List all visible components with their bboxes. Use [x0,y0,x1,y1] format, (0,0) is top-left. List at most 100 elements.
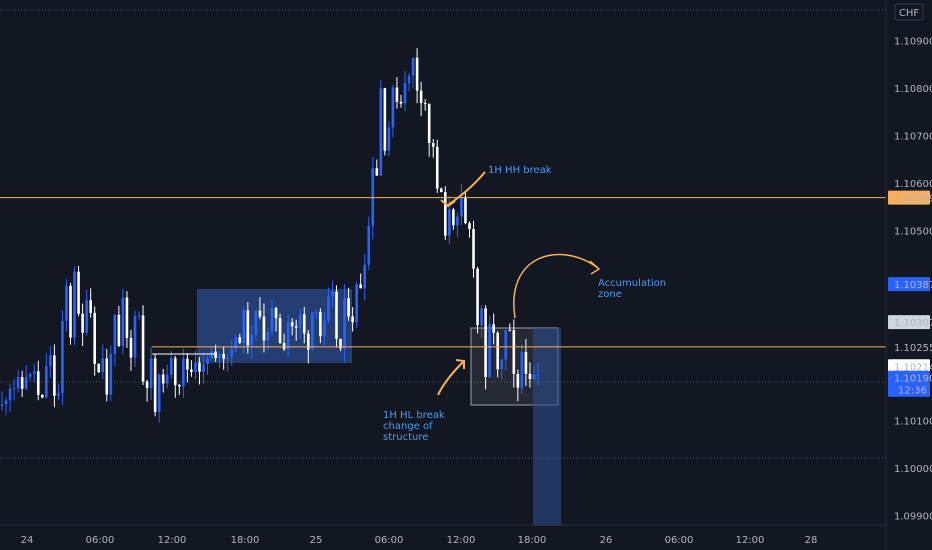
candle-body [399,101,403,104]
candle-body [516,374,520,388]
x-tick-label: 24 [21,535,34,546]
candle-body [16,377,20,388]
candle-body [169,358,173,375]
candle-body [129,337,133,358]
candle-body [528,373,532,379]
candle-body [492,324,495,333]
candle-body [444,192,447,236]
y-tick-label: 1.10500 [894,226,932,237]
candle-body [69,285,72,338]
candle-body [117,314,121,346]
candle-body [4,400,8,405]
price-tag [888,370,930,397]
candle-body [198,362,201,372]
hh-break-arrowhead [440,199,456,208]
price-tag-label: 1.10387 [894,280,932,291]
candle-body [36,371,40,395]
candle-body [274,308,278,319]
x-tick-label: 06:00 [375,535,404,546]
candle-body [532,374,536,379]
candle-body [32,371,36,374]
candle-body [101,358,105,373]
candle-body [520,352,524,388]
candle-body [347,298,350,317]
candle-body [315,311,318,313]
candle-body [311,312,314,350]
candle-body [415,57,419,91]
candle-body [331,291,334,297]
candle-body [363,264,367,289]
candle-body [435,146,439,189]
candle-body [302,314,306,334]
price-tag-label: 1.10255 [894,343,932,354]
price-tag-label: 1.10569 [894,194,932,205]
price-tag [888,190,930,205]
candle-body [419,90,423,103]
candle-body [270,308,274,333]
accumulation-arrow [513,253,599,319]
x-tick-label: 26 [600,535,613,546]
candle-body [77,271,80,314]
candle-body [28,373,32,377]
candle-body [109,353,113,395]
consolidation-zone [197,289,352,363]
y-tick-label: 1.10000 [894,464,932,475]
candle-body [105,358,109,395]
price-tag-time: 12:36 [898,386,927,397]
candle-body [45,365,48,398]
y-tick-label: 1.10100 [894,416,932,427]
candle-body [85,300,88,333]
candle-body [282,342,286,350]
candle-body [298,314,302,328]
candle-body [286,322,290,350]
candle-body [141,315,145,382]
candle-body [157,374,161,412]
candle-body [194,362,197,372]
y-tick-label: 1.10600 [894,179,932,190]
currency-badge[interactable] [894,3,924,21]
candle-body [246,310,250,346]
price-tag-label: 1.10214 [894,362,932,373]
candle-body [262,316,266,341]
candle-body [395,87,399,102]
candle-body [149,358,153,388]
candle-body [407,75,411,84]
candle-body [472,229,475,269]
price-tag [888,339,930,354]
candle-body [375,168,379,176]
candle-body [218,353,221,359]
candle-body [61,320,64,394]
annotation-hl-line: change of [383,421,433,432]
candle-body [230,349,234,358]
candle-body [137,315,141,317]
candle-body [210,351,213,359]
x-tick-label: 06:00 [86,535,115,546]
annotation-acc-line: zone [598,289,622,300]
candle-body [145,381,149,388]
candle-body [20,377,24,389]
price-tag [888,359,930,374]
candle-body [165,374,169,384]
candle-body [290,322,294,327]
candle-body [81,313,84,333]
annotation-hh-line: 1H HH break [488,165,552,176]
candle-body [500,359,504,370]
candle-body [41,394,44,398]
candle-body [49,355,52,366]
price-tag-label: 1.10307 [894,318,932,329]
candle-body [387,127,391,151]
candle-body [512,330,516,375]
hl-break-arrowhead [455,359,465,369]
x-tick-label: 06:00 [665,535,694,546]
candle-body [113,314,117,354]
y-tick-label: 1.10800 [894,84,932,95]
candle-body [379,88,383,176]
candle-body [8,388,12,401]
price-tag [888,315,930,330]
x-tick-label: 12:00 [158,535,187,546]
candle-body [391,87,395,128]
x-tick-label: 25 [310,535,323,546]
x-tick-label: 18:00 [518,535,547,546]
